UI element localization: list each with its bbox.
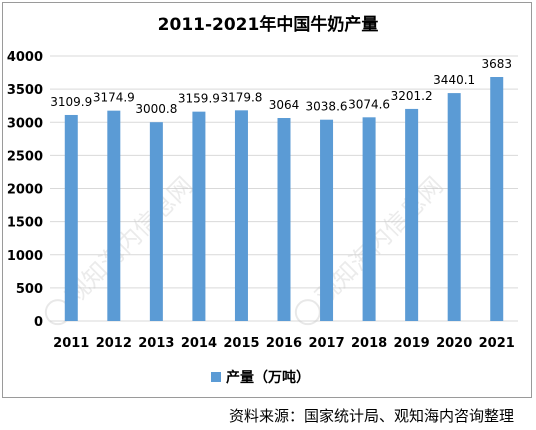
bar: [277, 118, 291, 321]
bar: [234, 110, 248, 321]
x-tick-label: 2021: [479, 336, 515, 351]
x-tick-label: 2013: [138, 336, 174, 351]
y-tick-label: 3000: [7, 116, 43, 131]
bar: [490, 77, 504, 321]
x-tick-label: 2020: [436, 336, 472, 351]
bar: [320, 119, 334, 321]
data-label: 3159.9: [178, 92, 220, 106]
y-tick-label: 500: [16, 282, 43, 297]
bar: [107, 110, 121, 321]
bar: [447, 93, 461, 321]
chart-frame: [2, 2, 532, 398]
bar: [405, 108, 419, 321]
bar: [149, 122, 163, 322]
x-tick-label: 2014: [181, 336, 217, 351]
bar: [362, 117, 376, 322]
svg-text:观知海内信息网: 观知海内信息网: [60, 171, 199, 310]
y-tick-label: 2500: [7, 149, 43, 164]
data-label: 3201.2: [391, 89, 433, 103]
data-label: 3683: [481, 57, 512, 71]
data-label: 3064: [269, 98, 300, 112]
y-tick-label: 0: [34, 315, 43, 330]
bar: [64, 114, 78, 322]
y-tick-label: 4000: [7, 50, 43, 65]
data-label: 3109.9: [50, 95, 92, 109]
legend-swatch: [211, 372, 221, 382]
legend-label: 产量（万吨）: [226, 369, 310, 386]
x-tick-label: 2017: [308, 336, 344, 351]
y-tick-label: 3500: [7, 83, 43, 98]
data-label: 3038.6: [306, 100, 348, 114]
x-tick-label: 2012: [96, 336, 132, 351]
y-tick-label: 1500: [7, 216, 43, 231]
source-note: 资料来源：国家统计局、观知海内咨询整理: [228, 407, 514, 425]
data-label: 3000.8: [135, 102, 177, 116]
data-label: 3440.1: [433, 73, 475, 87]
x-tick-label: 2011: [53, 336, 89, 351]
chart-title: 2011-2021年中国牛奶产量: [157, 15, 379, 35]
data-label: 3074.6: [348, 97, 390, 111]
x-tick-label: 2015: [223, 336, 259, 351]
y-tick-label: 2000: [7, 183, 43, 198]
x-tick-label: 2016: [266, 336, 302, 351]
data-label: 3174.9: [93, 91, 135, 105]
y-tick-label: 1000: [7, 249, 43, 264]
x-tick-label: 2018: [351, 336, 387, 351]
x-tick-label: 2019: [394, 336, 430, 351]
data-label: 3179.8: [220, 90, 262, 104]
bar: [192, 111, 206, 322]
